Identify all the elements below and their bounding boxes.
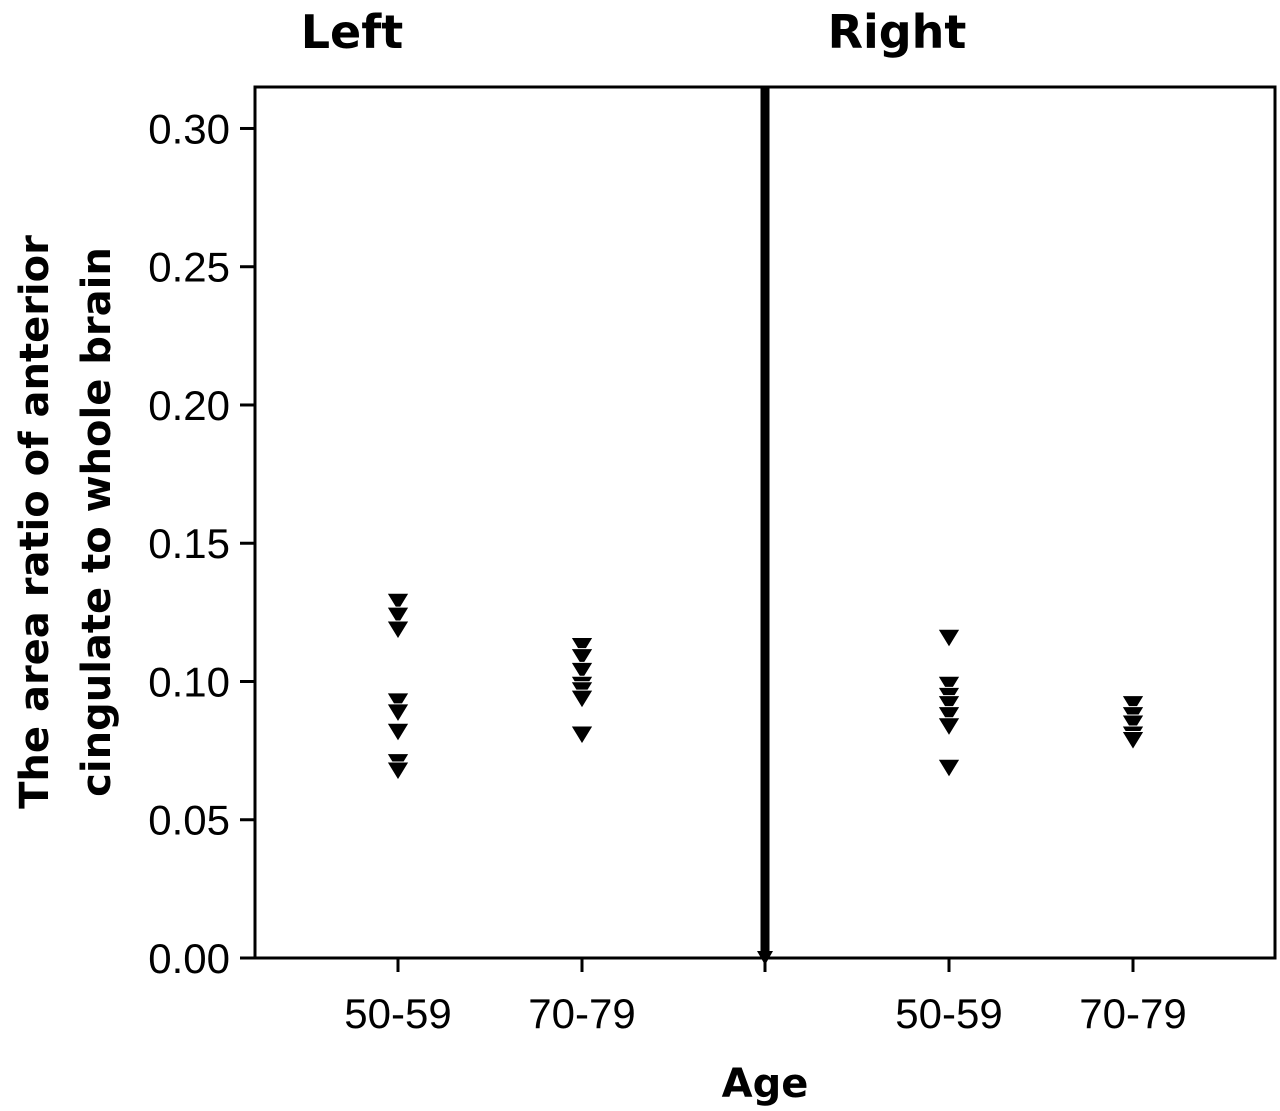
data-point: [386, 592, 410, 613]
y-axis-title-line-2: cingulate to whole brain: [74, 247, 120, 797]
data-points: [386, 592, 1145, 781]
x-axis-title: Age: [722, 1061, 809, 1107]
panel-title-right: Right: [828, 5, 967, 59]
data-point: [386, 620, 410, 640]
x-tick-label: 70-79: [528, 990, 635, 1037]
y-tick-label: 0.00: [148, 935, 230, 982]
data-point: [570, 637, 594, 657]
x-tick-label: 50-59: [344, 990, 451, 1037]
y-axis: 0.00 0.05 0.10 0.15 0.20 0.25 0.30: [148, 105, 255, 982]
data-point: [386, 606, 410, 627]
y-tick-label: 0.20: [148, 382, 230, 429]
x-tick-label: 50-59: [895, 990, 1002, 1037]
data-point: [937, 758, 961, 779]
y-axis-title-line-1: The area ratio of anterior: [12, 235, 58, 809]
data-point: [1121, 695, 1145, 715]
y-tick-label: 0.30: [148, 105, 230, 152]
data-point: [386, 722, 410, 743]
data-point: [937, 706, 961, 726]
data-point: [937, 628, 961, 649]
data-point: [570, 725, 594, 745]
data-point: [937, 717, 961, 737]
x-tick-label: 70-79: [1079, 990, 1186, 1037]
data-point: [386, 703, 410, 723]
y-tick-label: 0.15: [148, 520, 230, 567]
data-point: [386, 692, 410, 712]
data-point: [386, 761, 410, 781]
data-point: [570, 661, 594, 682]
y-tick-label: 0.05: [148, 797, 230, 844]
data-point: [937, 675, 961, 696]
data-point: [1121, 714, 1145, 734]
data-point: [570, 689, 594, 710]
data-point: [1121, 731, 1145, 751]
x-axis: 50-59 70-79 50-59 70-79: [344, 958, 1187, 1037]
y-tick-label: 0.10: [148, 658, 230, 705]
data-point: [570, 648, 594, 668]
panel-title-left: Left: [301, 5, 404, 59]
y-tick-label: 0.25: [148, 244, 230, 291]
data-point: [937, 695, 961, 715]
